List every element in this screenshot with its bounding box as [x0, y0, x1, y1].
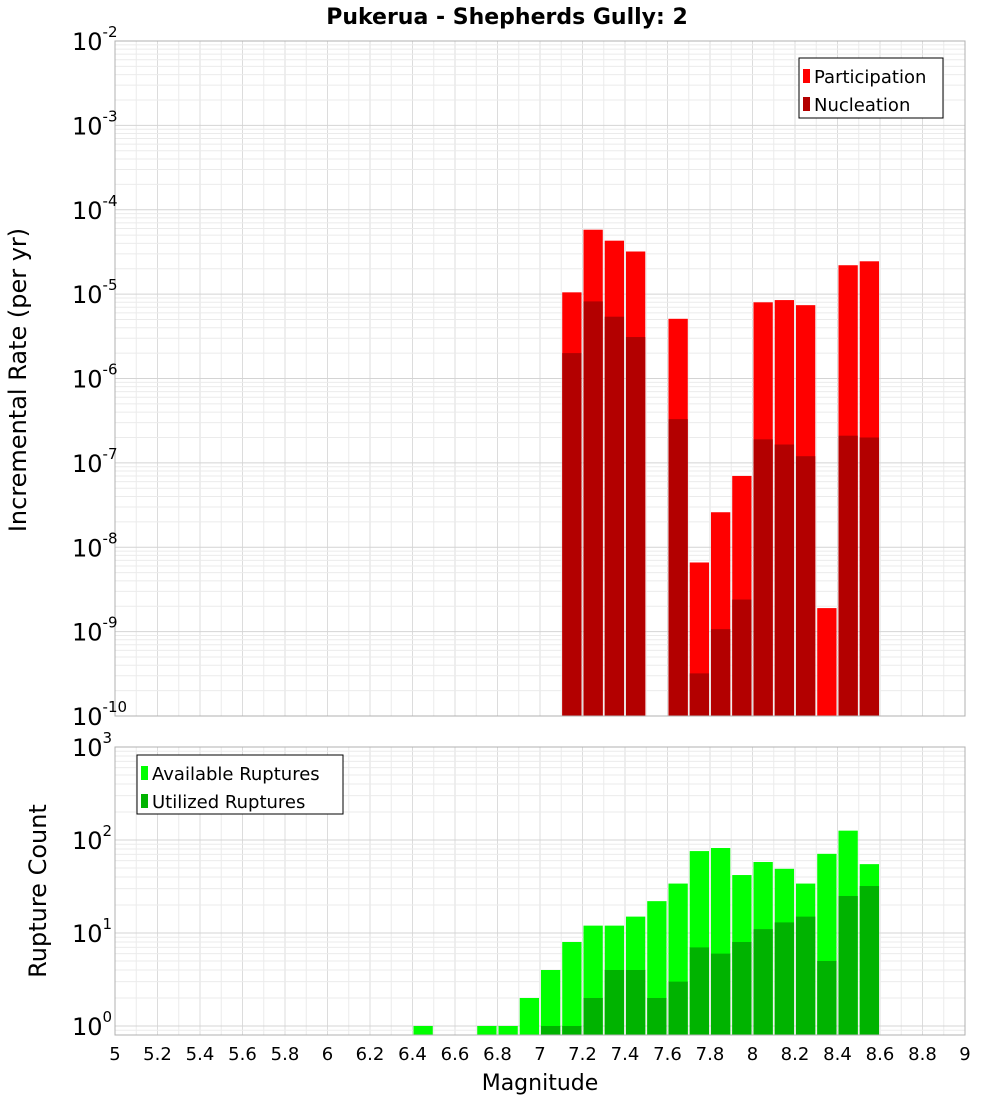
y-tick-label: 101: [72, 915, 112, 948]
count-bar-utilized-ruptures: [668, 981, 688, 1035]
x-tick-label: 5.6: [228, 1044, 257, 1065]
count-bar-available-ruptures: [540, 969, 561, 1035]
count-bar-utilized-ruptures: [625, 969, 646, 1035]
rate-bar-participation: [817, 608, 837, 716]
x-tick-label: 8: [747, 1044, 758, 1065]
x-tick-label: 7.8: [696, 1044, 725, 1065]
x-tick-label: 7.6: [653, 1044, 682, 1065]
count-bar-utilized-ruptures: [604, 969, 625, 1035]
count-bar-utilized-ruptures: [753, 929, 773, 1035]
rate-gridlines: [114, 41, 966, 717]
x-tick-label: 5.2: [143, 1044, 172, 1065]
x-tick-label: 8.8: [908, 1044, 937, 1065]
x-tick-label: 6: [322, 1044, 333, 1065]
rate-bar-nucleation: [625, 337, 646, 716]
x-tick-label: 7: [534, 1044, 545, 1065]
y-tick-label: 103: [72, 729, 112, 762]
count-legend: Available Ruptures Utilized Ruptures: [136, 754, 344, 815]
y-tick-label: 10-9: [72, 614, 118, 647]
rate-bars: [562, 229, 880, 717]
count-bar-utilized-ruptures: [838, 895, 858, 1035]
rate-bar-nucleation: [583, 301, 603, 716]
count-bar-utilized-ruptures: [710, 953, 731, 1035]
count-bar-available-ruptures: [477, 1025, 497, 1035]
y-tick-label: 10-2: [72, 23, 118, 56]
rate-bar-nucleation: [859, 437, 880, 716]
count-bar-available-ruptures: [498, 1025, 518, 1035]
x-tick-label: 8.4: [823, 1044, 852, 1065]
count-bar-utilized-ruptures: [562, 1025, 582, 1035]
count-panel: 100 101 102 103 5 5.2 5.4 5.6 5.8 6 6.2 6.4 6.6 6.8 7…: [24, 729, 971, 1096]
x-tick-label: 5: [109, 1044, 120, 1065]
y-tick-label: 10-10: [72, 698, 127, 731]
x-axis-label: Magnitude: [482, 1071, 599, 1096]
rate-bar-nucleation: [795, 456, 816, 716]
chart-title: Pukerua - Shepherds Gully: 2: [326, 5, 688, 30]
rate-bar-nucleation: [710, 629, 731, 716]
legend-swatch-available: [141, 766, 148, 780]
x-tick-label: 8.2: [781, 1044, 810, 1065]
y-tick-label: 10-4: [72, 192, 118, 225]
x-tick-label: 7.4: [611, 1044, 640, 1065]
count-plot-frame: [114, 746, 966, 1036]
rate-bar-nucleation: [604, 316, 625, 716]
rate-plot-frame: [114, 40, 966, 717]
count-x-tick-labels: 5 5.2 5.4 5.6 5.8 6 6.2 6.4 6.6 6.8 7 7.2 7.4 7.6 7.8 8…: [109, 1044, 970, 1065]
x-tick-label: 6.6: [441, 1044, 470, 1065]
count-y-axis-label: Rupture Count: [24, 804, 52, 978]
rate-bar-nucleation: [838, 435, 858, 716]
x-tick-label: 5.8: [271, 1044, 300, 1065]
rate-bar-nucleation: [774, 444, 795, 716]
count-legend-box: [136, 754, 344, 815]
x-tick-label: 8.6: [866, 1044, 895, 1065]
count-bar-available-ruptures: [413, 1025, 433, 1035]
x-tick-label: 9: [959, 1044, 970, 1065]
count-bar-available-ruptures: [519, 997, 540, 1035]
y-tick-label: 10-8: [72, 529, 118, 562]
rate-legend: Participation Nucleation: [798, 57, 944, 119]
rate-bar-nucleation: [689, 673, 710, 716]
legend-label-participation: Participation: [814, 67, 926, 88]
count-bar-utilized-ruptures: [647, 997, 667, 1035]
legend-swatch-utilized: [141, 794, 148, 808]
rate-y-tick-labels: 10-10 10-9 10-8 10-7 10-6 10-5 10-4 10-3 10-2: [72, 23, 127, 731]
y-tick-label: 10-5: [72, 276, 118, 309]
x-tick-label: 6.2: [356, 1044, 385, 1065]
x-tick-label: 7.2: [568, 1044, 597, 1065]
count-bar-utilized-ruptures: [732, 942, 752, 1035]
legend-swatch-nucleation: [803, 97, 810, 111]
count-bar-utilized-ruptures: [689, 947, 710, 1035]
rate-bar-nucleation: [732, 599, 752, 716]
y-tick-label: 100: [72, 1008, 112, 1041]
count-bar-utilized-ruptures: [774, 922, 795, 1035]
legend-label-utilized: Utilized Ruptures: [152, 792, 305, 813]
y-tick-label: 10-7: [72, 445, 118, 478]
rate-bar-nucleation: [668, 419, 688, 716]
count-y-tick-labels: 100 101 102 103: [72, 729, 112, 1041]
rate-bar-nucleation: [753, 439, 773, 716]
count-bar-available-ruptures: [562, 942, 582, 1035]
count-bar-utilized-ruptures: [583, 997, 603, 1035]
y-tick-label: 10-3: [72, 107, 118, 140]
x-tick-label: 5.4: [186, 1044, 215, 1065]
count-bars: [413, 830, 880, 1035]
y-tick-label: 102: [72, 822, 112, 855]
rate-bar-nucleation: [562, 353, 582, 716]
legend-label-available: Available Ruptures: [152, 764, 320, 785]
x-tick-label: 6.4: [398, 1044, 427, 1065]
count-bar-utilized-ruptures: [540, 1025, 561, 1035]
rate-legend-box: [798, 57, 944, 119]
x-tick-label: 6.8: [483, 1044, 512, 1065]
count-bar-utilized-ruptures: [859, 886, 880, 1035]
rate-panel: 10-10 10-9 10-8 10-7 10-6 10-5 10-4 10-3 10-2 In…: [4, 23, 966, 731]
legend-label-nucleation: Nucleation: [814, 95, 910, 116]
count-bar-utilized-ruptures: [817, 960, 837, 1035]
count-bar-utilized-ruptures: [795, 916, 816, 1035]
rate-y-axis-label: Incremental Rate (per yr): [4, 228, 32, 532]
legend-swatch-participation: [803, 69, 810, 83]
y-tick-label: 10-6: [72, 361, 118, 394]
